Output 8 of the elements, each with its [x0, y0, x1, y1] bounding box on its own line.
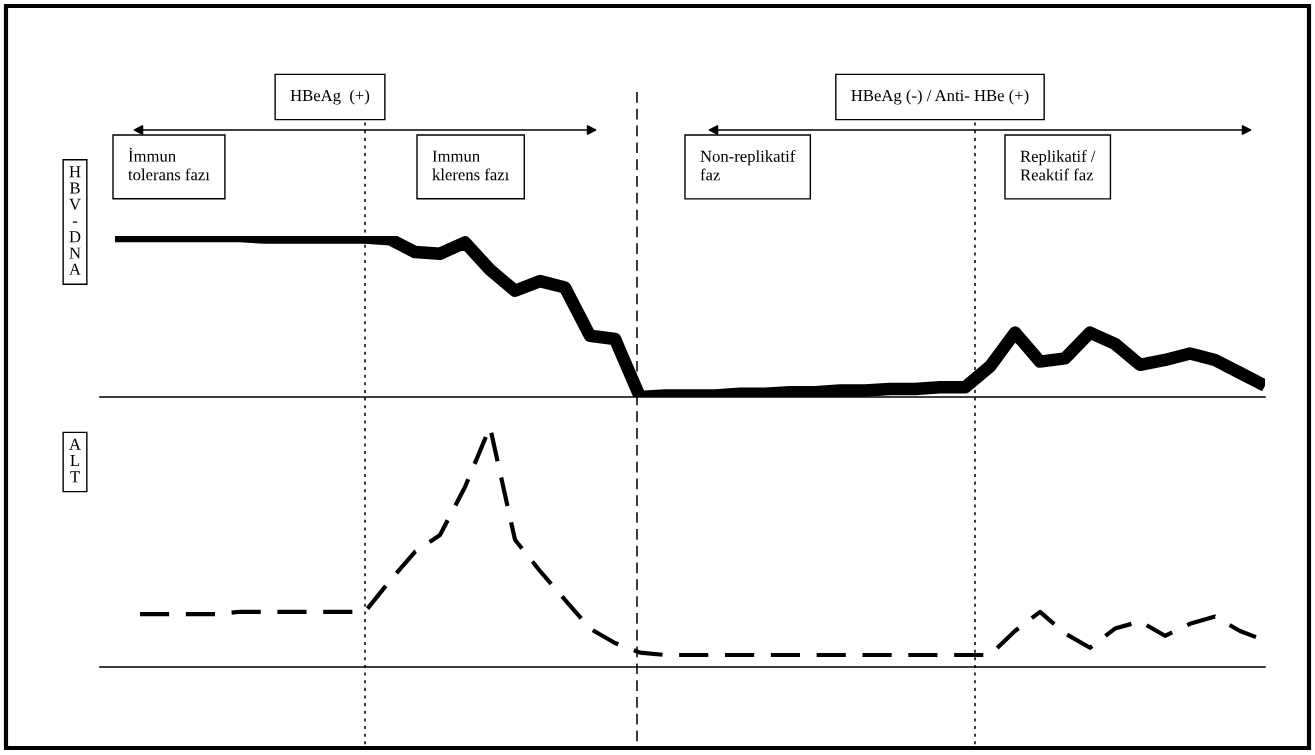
- text: İmmun tolerans fazı: [128, 147, 210, 181]
- text: HBeAg (-) / Anti- HBe (+): [851, 89, 1029, 105]
- text: Replikatif / Reaktif faz: [1020, 150, 1096, 181]
- text: HBeAg (+): [290, 89, 370, 105]
- text: Non-replikatif faz: [700, 150, 796, 181]
- y-axis-title: ALT: [69, 438, 81, 483]
- text: Immun klerens fazı: [432, 150, 509, 181]
- y-axis-title: HBV-DNA: [69, 166, 81, 275]
